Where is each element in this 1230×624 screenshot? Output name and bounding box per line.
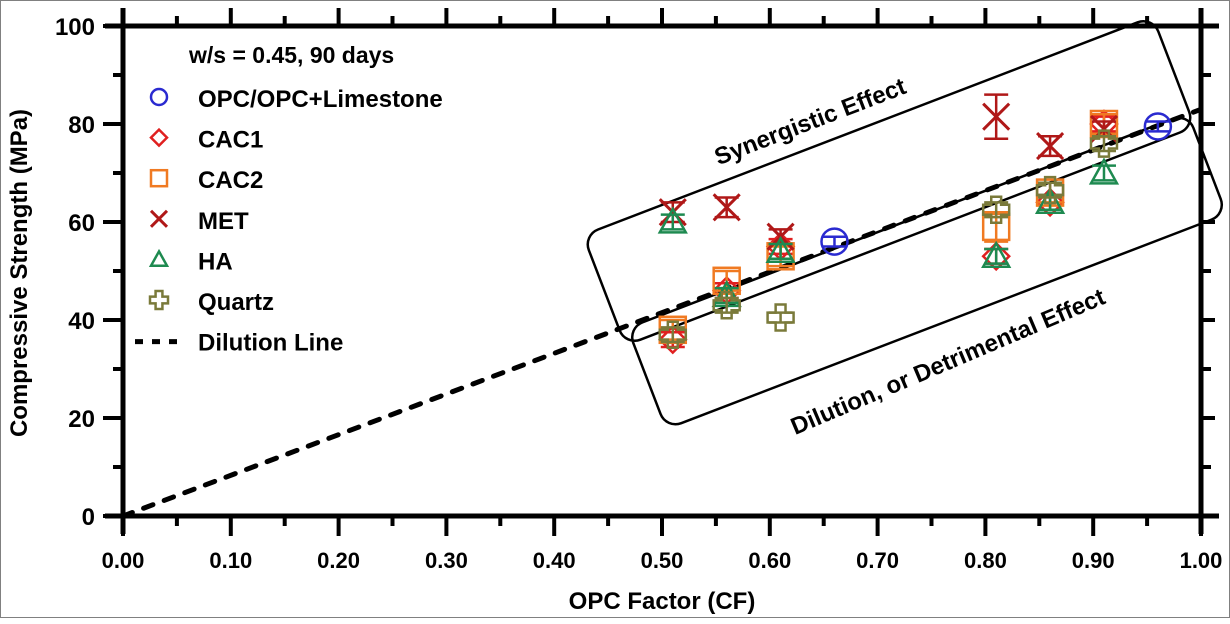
legend-marker-circle-icon	[149, 87, 169, 107]
data-point	[658, 320, 688, 349]
y-tick-label: 100	[55, 14, 95, 41]
data-point	[981, 195, 1011, 224]
legend-label: CAC1	[198, 127, 263, 154]
legend-marker-plus-icon	[148, 289, 170, 311]
y-tick-label: 0	[82, 504, 95, 531]
data-point	[981, 241, 1011, 272]
legend-marker-triangle-icon	[148, 248, 170, 268]
x-tick-label: 0.10	[209, 548, 252, 573]
data-point	[982, 102, 1011, 131]
data-point	[766, 303, 795, 332]
legend: OPC/OPC+Limestone CAC1 CAC2 MET HA Quartz Dilu…	[135, 86, 443, 357]
data-point	[820, 227, 849, 256]
x-tick-label: 0.90	[1072, 548, 1115, 573]
data-point	[1088, 157, 1120, 185]
x-tick-label: 0.50	[641, 548, 684, 573]
x-tick-label: 0.60	[748, 548, 791, 573]
legend-label: Dilution Line	[198, 330, 343, 357]
legend-label: Quartz	[198, 289, 274, 316]
data-point	[1034, 186, 1066, 215]
dilution-line	[120, 106, 1204, 519]
synergistic-region-box	[586, 20, 1192, 342]
data-point	[658, 198, 687, 227]
data-points	[657, 93, 1173, 355]
y-tick-label: 60	[68, 210, 95, 237]
x-tick-label: 0.30	[425, 548, 468, 573]
series-quartz	[658, 129, 1119, 349]
x-tick-label: 0.00	[102, 548, 145, 573]
data-point	[1143, 112, 1173, 141]
legend-label: CAC2	[198, 167, 263, 194]
y-tick-label: 40	[68, 308, 95, 335]
y-tick-label: 20	[68, 406, 95, 433]
legend-header: w/s = 0.45, 90 days	[188, 42, 394, 68]
axes: 0.00 0.10 0.20 0.30 0.40 0.50 0.60 0.70 0.80 0.90…	[55, 8, 1222, 573]
legend-label: HA	[198, 248, 233, 275]
data-point	[657, 206, 688, 234]
legend-label: MET	[198, 208, 249, 235]
x-tick-label: 0.80	[964, 548, 1007, 573]
y-tick-label: 80	[68, 112, 95, 139]
x-tick-label: 0.40	[533, 548, 576, 573]
data-point	[658, 324, 688, 355]
legend-marker-x-icon	[149, 209, 169, 228]
data-point	[1036, 131, 1065, 161]
y-axis-label: Compressive Strength (MPa)	[6, 109, 33, 437]
legend-marker-diamond-icon	[149, 127, 169, 148]
x-tick-label: 0.70	[856, 548, 899, 573]
x-tick-label: 0.20	[317, 548, 360, 573]
legend-label: OPC/OPC+Limestone	[198, 86, 443, 113]
dilution-line-group	[120, 106, 1204, 519]
data-point	[1089, 129, 1119, 158]
data-point	[765, 235, 796, 264]
x-tick-label: 1.00	[1180, 548, 1223, 573]
data-point	[712, 291, 741, 320]
annotation-dilution-effect: Dilution, or Detrimental Effect	[787, 283, 1109, 440]
series-opc-opc-limestone	[820, 112, 1173, 256]
legend-marker-square-icon	[149, 168, 169, 188]
data-point	[712, 193, 741, 222]
x-axis-label: OPC Factor (CF)	[569, 588, 756, 615]
data-point	[1035, 175, 1065, 205]
data-point	[981, 240, 1012, 268]
